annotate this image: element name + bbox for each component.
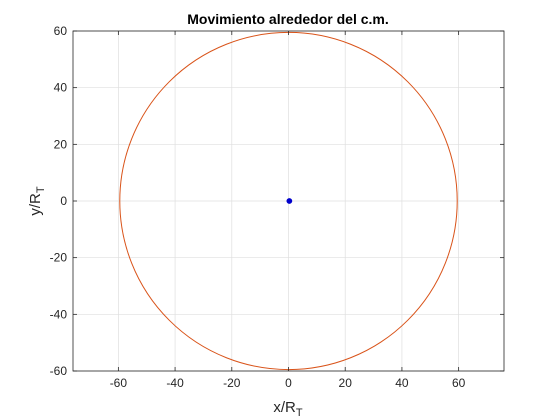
y-tick-label-3: 0 — [60, 194, 67, 208]
x-tick-label-3: 0 — [285, 376, 292, 390]
x-tick-label-2: -20 — [223, 376, 241, 390]
y-tick-label-1: -40 — [50, 307, 68, 321]
x-tick-label-1: -40 — [166, 376, 184, 390]
x-tick-label-0: -60 — [110, 376, 128, 390]
chart-title: Movimiento alrededor del c.m. — [187, 11, 389, 27]
y-axis-label-sub: T — [35, 186, 47, 193]
y-tick-label-5: 40 — [54, 81, 68, 95]
x-axis-label-base: x/R — [273, 399, 296, 416]
ticks: -60 -40 -20 0 20 40 60 -60 -40 -20 0 20 40 60 — [50, 24, 504, 390]
x-tick-label-4: 20 — [339, 376, 353, 390]
center-of-mass-marker — [286, 198, 293, 204]
x-tick-label-6: 60 — [452, 376, 466, 390]
x-axis-label-sub: T — [296, 407, 303, 419]
x-axis-label: x/RT — [273, 399, 303, 419]
y-tick-label-6: 60 — [54, 24, 68, 38]
y-tick-label-4: 20 — [54, 137, 68, 151]
y-axis-label-base: y/R — [27, 193, 44, 216]
y-tick-label-0: -60 — [50, 364, 68, 378]
x-tick-label-5: 40 — [395, 376, 409, 390]
y-tick-label-2: -20 — [50, 251, 68, 265]
y-axis-label: y/RT — [27, 186, 47, 216]
